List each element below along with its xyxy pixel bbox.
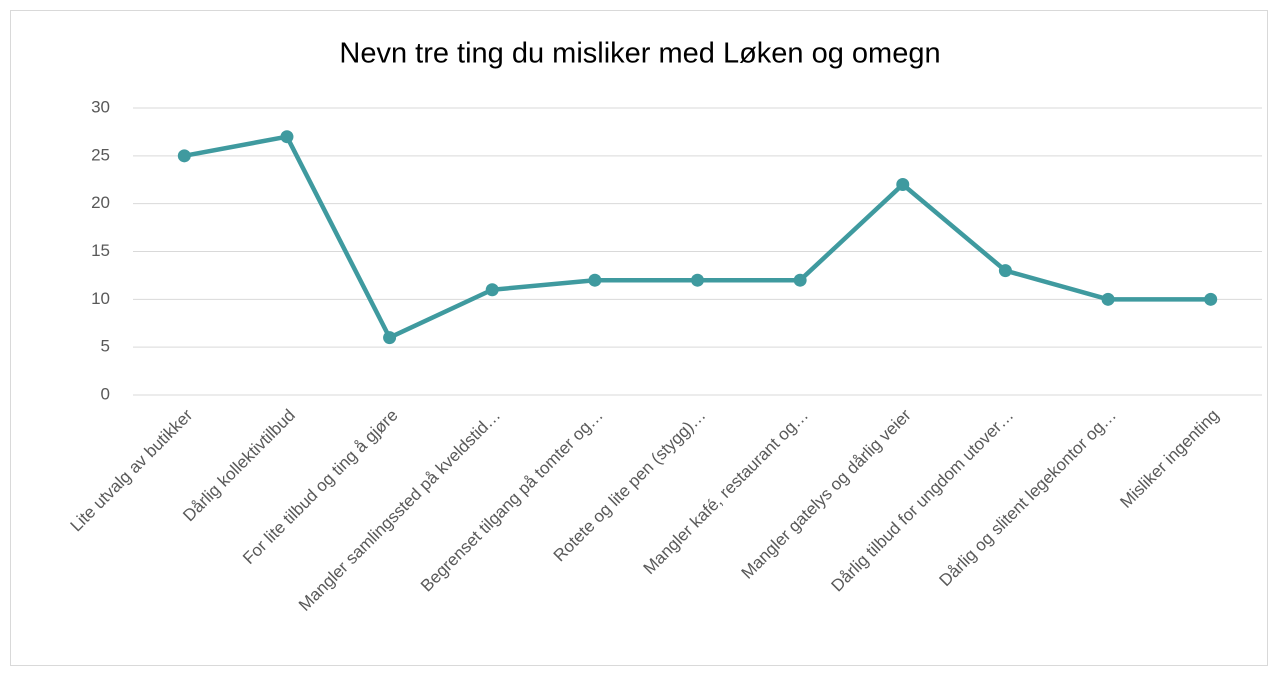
y-tick-label: 15	[91, 241, 110, 260]
point	[793, 273, 807, 287]
y-tick-label: 5	[101, 337, 110, 356]
point	[383, 331, 397, 345]
y-tick-label: 10	[91, 289, 110, 308]
point	[691, 273, 704, 287]
point	[177, 149, 191, 163]
chart-title: Nevn tre ting du misliker med Løken og o…	[339, 38, 940, 70]
point	[896, 178, 910, 192]
point	[1204, 292, 1218, 306]
y-tick-label: 25	[91, 145, 110, 164]
point	[485, 283, 499, 297]
y-tick-label: 20	[91, 193, 110, 212]
y-tick-label: 0	[101, 384, 110, 403]
point	[1101, 292, 1115, 306]
y-tick-label: 30	[91, 97, 110, 116]
chart-border	[10, 10, 1268, 666]
point	[588, 273, 602, 287]
point	[280, 130, 294, 144]
point	[998, 264, 1012, 278]
